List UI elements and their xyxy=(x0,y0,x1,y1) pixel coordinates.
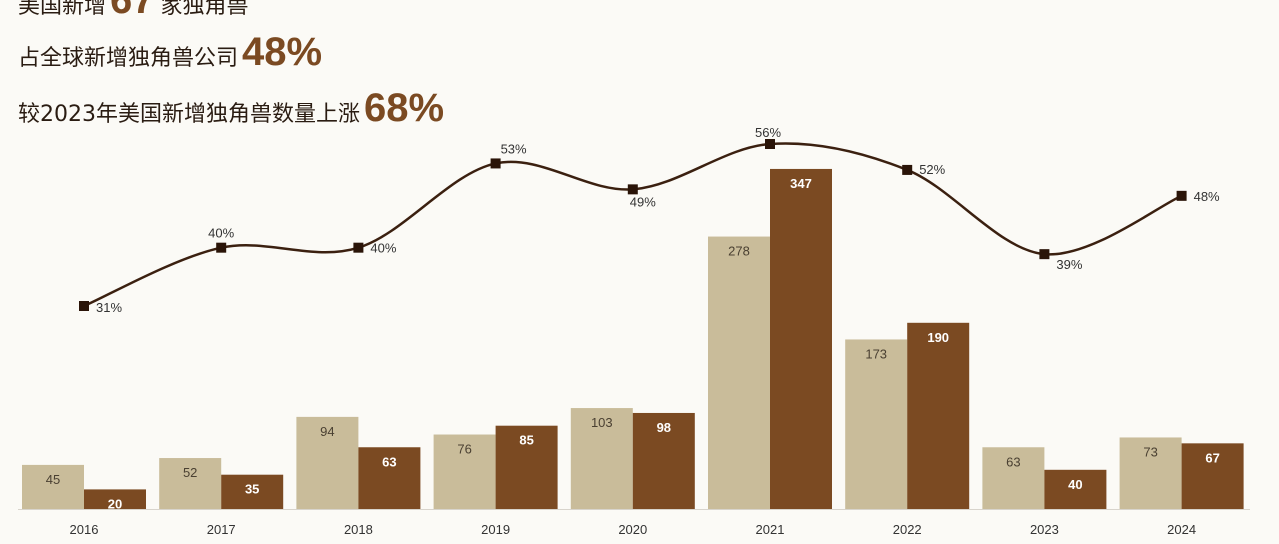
bar-series-b-2023 xyxy=(1044,469,1107,509)
headline-global-share: 占全球新增独角兽公司 48% xyxy=(18,30,328,75)
value-label-a-2020: 103 xyxy=(591,415,613,430)
bar-series-b-2017 xyxy=(221,474,284,509)
headline-2-prefix: 占全球新增独角兽公司 xyxy=(18,46,239,71)
value-label-b-2023: 40 xyxy=(1068,477,1082,492)
bar-series-b-2019 xyxy=(495,425,558,509)
value-label-b-2019: 85 xyxy=(519,433,533,448)
bar-series-a-2020 xyxy=(570,408,633,509)
bar-series-a-2018 xyxy=(296,416,359,509)
value-label-a-2017: 52 xyxy=(183,465,197,480)
value-label-a-2022: 173 xyxy=(865,346,887,361)
value-label-a-2019: 76 xyxy=(457,442,471,457)
line-label-2017: 40% xyxy=(208,226,234,241)
x-tick-label-2020: 2020 xyxy=(618,522,647,537)
value-label-b-2017: 35 xyxy=(245,482,259,497)
value-label-b-2024: 67 xyxy=(1205,450,1219,465)
x-tick-label-2023: 2023 xyxy=(1030,522,1059,537)
x-tick-label-2022: 2022 xyxy=(893,522,922,537)
value-label-a-2021: 278 xyxy=(728,244,750,259)
line-marker-2020 xyxy=(627,184,638,195)
value-label-b-2020: 98 xyxy=(657,420,671,435)
headline-1-suffix: 家独角兽 xyxy=(160,0,249,19)
bar-series-a-2017 xyxy=(159,458,222,509)
line-marker-2024 xyxy=(1176,190,1187,201)
x-tick-label-2018: 2018 xyxy=(344,522,373,537)
headline-2-value: 48% xyxy=(242,30,323,74)
headline-1-prefix: 美国新增 xyxy=(18,0,107,19)
bar-series-a-2024 xyxy=(1119,437,1182,509)
bar-series-a-2016 xyxy=(22,464,84,509)
line-label-2019: 53% xyxy=(501,141,527,156)
bar-series-b-2016 xyxy=(84,489,146,509)
line-label-2018: 40% xyxy=(370,241,396,256)
x-tick-label-2016: 2016 xyxy=(70,522,99,537)
value-label-b-2016: 20 xyxy=(108,496,122,511)
line-marker-2017 xyxy=(216,242,227,253)
value-label-b-2018: 63 xyxy=(382,454,396,469)
bar-series-a-2021 xyxy=(708,236,770,509)
bar-series-b-2022 xyxy=(907,322,970,509)
bar-series-a-2019 xyxy=(433,434,496,509)
x-tick-label-2019: 2019 xyxy=(481,522,510,537)
headline-3-value: 68% xyxy=(364,86,445,130)
bar-series-a-2022 xyxy=(845,339,908,509)
bar-series-a-2023 xyxy=(982,447,1045,509)
bar-series-b-2020 xyxy=(632,412,695,509)
value-label-b-2021: 347 xyxy=(790,176,812,191)
line-marker-2019 xyxy=(490,158,501,169)
headline-1-value: 67 xyxy=(110,0,155,22)
line-label-2024: 48% xyxy=(1194,189,1220,204)
value-label-b-2022: 190 xyxy=(927,330,949,345)
headline-yoy-growth: 较2023年美国新增独角兽数量上涨 68% xyxy=(18,86,450,131)
line-label-2021: 56% xyxy=(755,125,781,140)
value-label-a-2016: 45 xyxy=(46,472,60,487)
bar-series-b-2021 xyxy=(770,168,832,509)
bar-series-b-2018 xyxy=(358,447,421,509)
share-line xyxy=(83,142,1183,308)
line-marker-2023 xyxy=(1039,249,1050,260)
bar-series-b-2024 xyxy=(1181,443,1244,509)
value-label-a-2018: 94 xyxy=(320,424,334,439)
line-label-2022: 52% xyxy=(919,162,945,177)
headline-3-prefix: 较2023年美国新增独角兽数量上涨 xyxy=(18,102,360,127)
headline-us-new-unicorns: 美国新增 67 家独角兽 xyxy=(18,0,249,23)
x-tick-label-2021: 2021 xyxy=(756,522,785,537)
line-marker-2021 xyxy=(765,139,775,149)
x-tick-label-2017: 2017 xyxy=(207,522,236,537)
line-label-2016: 31% xyxy=(96,300,122,315)
line-marker-2022 xyxy=(902,164,913,175)
value-label-a-2024: 73 xyxy=(1143,444,1157,459)
x-tick-label-2024: 2024 xyxy=(1167,522,1196,537)
line-label-2020: 49% xyxy=(630,194,656,209)
line-label-2023: 39% xyxy=(1056,257,1082,272)
line-marker-2018 xyxy=(353,242,364,253)
value-label-a-2023: 63 xyxy=(1006,454,1020,469)
line-marker-2016 xyxy=(79,301,89,311)
